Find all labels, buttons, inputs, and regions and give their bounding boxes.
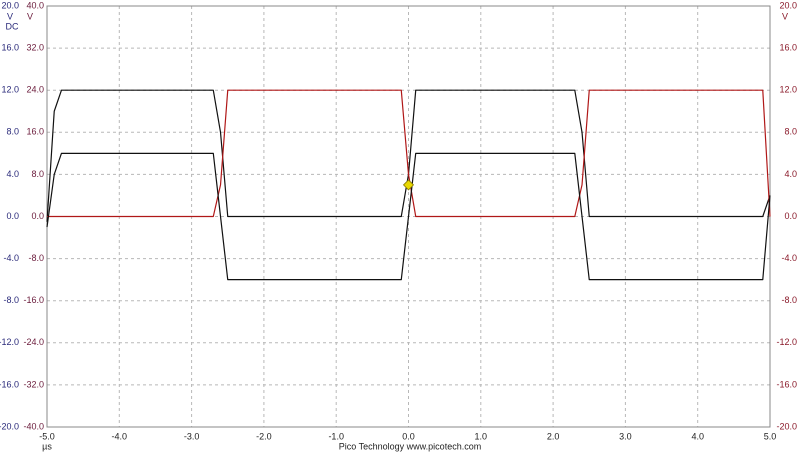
y2-tick-label: 32.0 [26,42,44,52]
y2-unit: V [27,11,33,21]
x-unit: µs [42,441,52,451]
y-right-tick-label: -4.0 [781,253,797,263]
trace [46,89,771,222]
x-tick-label: -3.0 [184,431,200,441]
y-right-tick-label: -12.0 [776,337,797,347]
y-tick-label: -20.0 [0,421,19,431]
y2-tick-label: 8.0 [31,169,44,179]
y-right-tick-label: 0.0 [784,211,797,221]
y-right-tick-label: 12.0 [779,85,797,95]
x-tick-label: -1.0 [328,431,344,441]
y-tick-label: -16.0 [0,379,19,389]
y-tick-label: -4.0 [3,253,19,263]
x-tick-label: -4.0 [112,431,128,441]
x-tick-label: 5.0 [764,431,777,441]
y-tick-label: -12.0 [0,337,19,347]
y2-tick-label: 16.0 [26,127,44,137]
y-coupling: DC [6,21,19,31]
y-right-tick-label: -8.0 [781,295,797,305]
y2-tick-label: -40.0 [23,421,44,431]
y2-tick-label: -32.0 [23,379,44,389]
x-tick-label: -5.0 [39,431,55,441]
y2-tick-label: -8.0 [28,253,44,263]
y-right-tick-label: 20.0 [779,0,797,10]
y-tick-label: 16.0 [1,42,19,52]
y2-tick-label: 0.0 [31,211,44,221]
y-tick-label: 8.0 [6,127,19,137]
y-right-tick-label: -20.0 [776,421,797,431]
trace [47,89,771,218]
y2-tick-label: -24.0 [23,337,44,347]
x-tick-label: 0.0 [402,431,415,441]
y-tick-label: 4.0 [6,169,19,179]
y-right-tick-label: -16.0 [776,379,797,389]
footer: Pico Technology www.picotech.com [339,441,481,451]
x-tick-label: 3.0 [619,431,632,441]
y-tick-label: -8.0 [3,295,19,305]
y-right-tick-label: 16.0 [779,42,797,52]
y-tick-label: 0.0 [6,211,19,221]
y2-tick-label: -16.0 [23,295,44,305]
y-unit: V [7,11,13,21]
x-tick-label: 1.0 [475,431,488,441]
y-right-tick-label: 8.0 [784,127,797,137]
x-tick-label: 2.0 [547,431,560,441]
trace [46,152,771,281]
y-tick-label: 20.0 [1,0,19,10]
y-tick-label: 12.0 [1,85,19,95]
y2-tick-label: 40.0 [26,0,44,10]
y-right-tick-label: 4.0 [784,169,797,179]
y-right-unit: V [782,11,788,21]
y2-tick-label: 24.0 [26,85,44,95]
x-tick-label: 4.0 [691,431,704,441]
trigger-marker [402,179,415,191]
x-tick-label: -2.0 [256,431,272,441]
